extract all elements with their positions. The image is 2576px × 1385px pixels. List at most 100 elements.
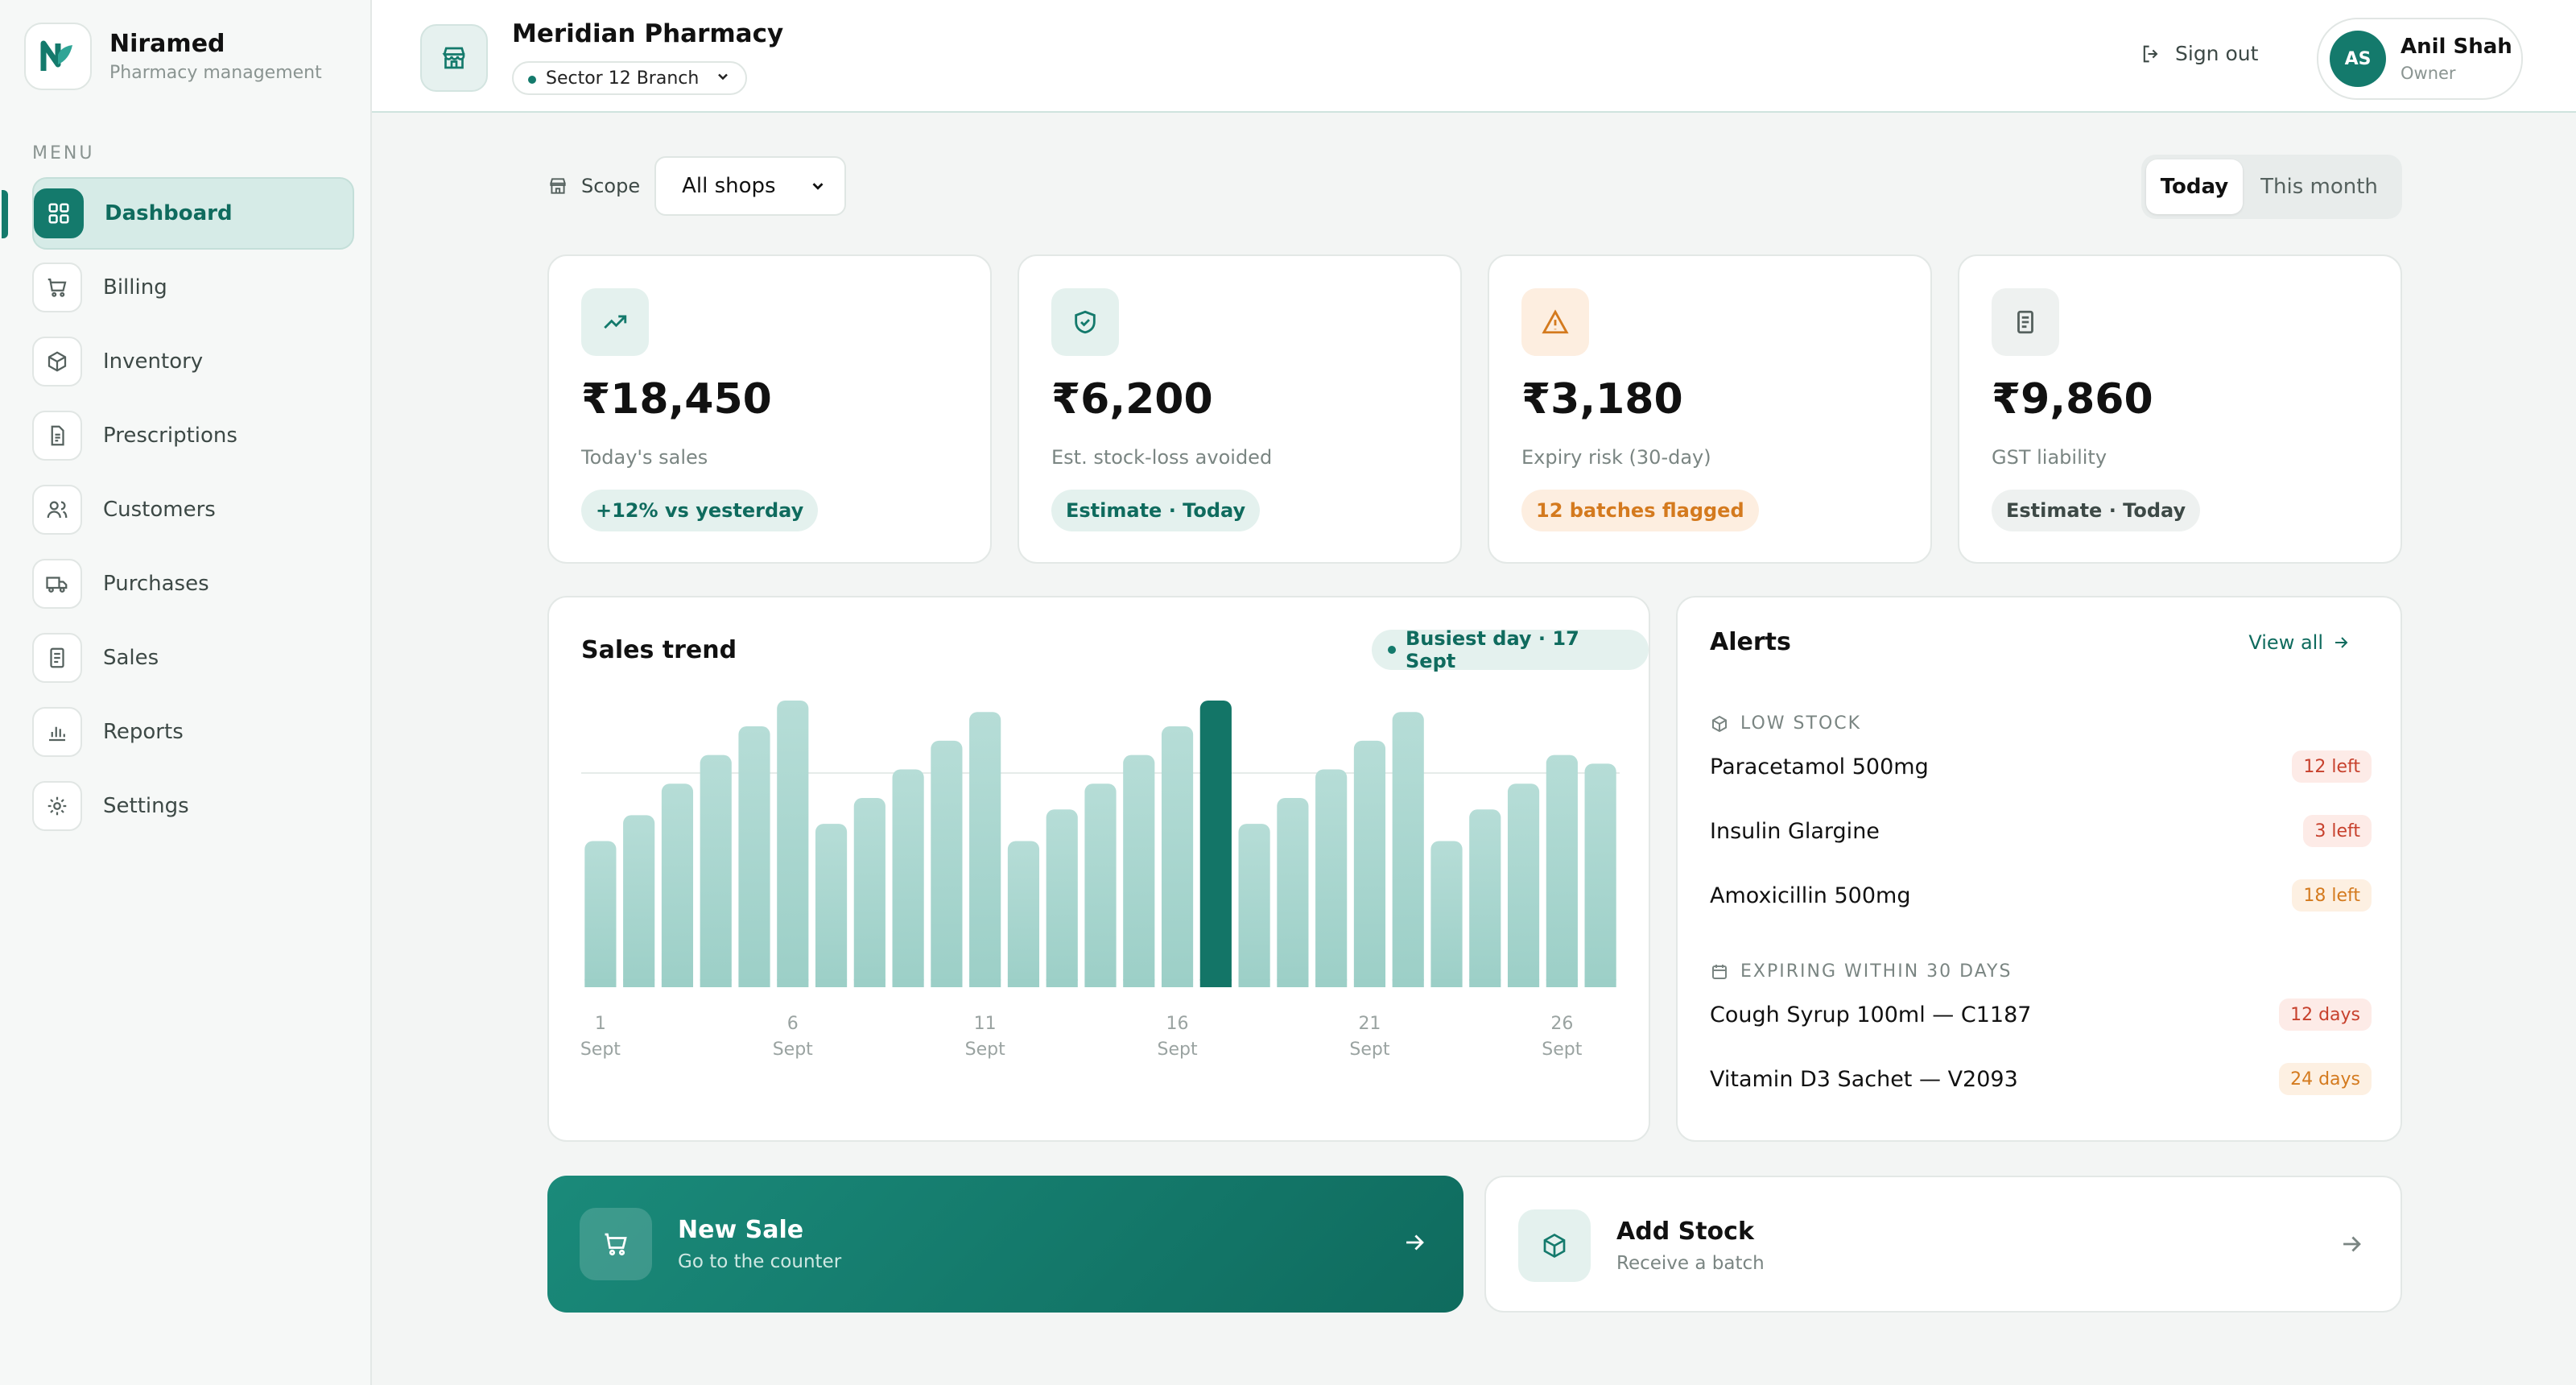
chart-bar[interactable]: [1392, 712, 1424, 987]
x-tick-month: Sept: [965, 1040, 1005, 1060]
sidebar-item-label: Dashboard: [105, 201, 233, 225]
chart-bar[interactable]: [1238, 824, 1270, 987]
chart-bar[interactable]: [700, 755, 732, 987]
sidebar-item-sales[interactable]: Sales: [32, 622, 354, 694]
chart-bar-base: [1161, 979, 1194, 987]
user-role: Owner: [2401, 64, 2456, 83]
period-toggle: Today This month: [2141, 155, 2402, 219]
chart-bar-highlight[interactable]: [1199, 701, 1232, 987]
low-stock-section-label: LOW STOCK: [1710, 713, 1861, 734]
chart-bar[interactable]: [853, 798, 886, 987]
kpi-card-gst: ₹9,860 GST liability Estimate · Today: [1958, 254, 2402, 564]
chart-bar-base: [777, 979, 809, 987]
new-sale-button[interactable]: New Sale Go to the counter: [547, 1176, 1463, 1313]
chart-bar-base: [1007, 979, 1040, 987]
chart-bar[interactable]: [1277, 798, 1309, 987]
sidebar-item-inventory[interactable]: Inventory: [32, 325, 354, 398]
period-month-button[interactable]: This month: [2260, 175, 2378, 199]
warning-icon: [1521, 288, 1589, 356]
sign-out-icon: [2143, 45, 2158, 62]
branch-selector[interactable]: Sector 12 Branch: [512, 61, 748, 95]
stock-badge: 18 left: [2292, 879, 2372, 912]
x-tick-label: 26: [1550, 1014, 1573, 1034]
sidebar-item-customers[interactable]: Customers: [32, 473, 354, 546]
menu-label: MENU: [32, 143, 95, 163]
chart-bar[interactable]: [1546, 755, 1578, 987]
store-icon: [420, 24, 488, 92]
brand[interactable]: Niramed Pharmacy management: [24, 23, 322, 90]
sign-out-button[interactable]: Sign out: [2140, 42, 2258, 65]
chart-bar[interactable]: [1584, 763, 1616, 987]
sales-trend-chart: 1 Sept 6 Sept 11 Sept 16 Sept 21 Sept 26 Sept: [580, 701, 1620, 1060]
kpi-label: GST liability: [1992, 446, 2107, 469]
sidebar-item-reports[interactable]: Reports: [32, 696, 354, 768]
list-item[interactable]: Insulin Glargine 3 left: [1710, 815, 2372, 847]
sales-trend-card: 1 Sept 6 Sept 11 Sept 16 Sept 21 Sept 26 Sept Sales…: [547, 596, 1650, 1142]
x-tick-label: 1: [595, 1014, 606, 1034]
document-icon: [32, 411, 82, 461]
status-dot: [528, 76, 536, 84]
receipt-icon: [1992, 288, 2059, 356]
alerts-card: Alerts View all LOW STOCK Paracetamol 50…: [1676, 596, 2402, 1142]
list-item[interactable]: Paracetamol 500mg 12 left: [1710, 750, 2372, 783]
scope-value: All shops: [682, 174, 776, 198]
chart-bar-base: [815, 979, 848, 987]
kpi-label: Today's sales: [581, 446, 708, 469]
chart-bar[interactable]: [1315, 769, 1348, 987]
chart-bar-base: [661, 979, 694, 987]
box-icon: [32, 337, 82, 387]
user-name: Anil Shah: [2401, 35, 2512, 59]
item-name: Vitamin D3 Sachet — V2093: [1710, 1066, 2018, 1092]
receipt-icon: [32, 633, 82, 683]
chart-bar[interactable]: [1507, 783, 1540, 987]
avatar: AS: [2330, 31, 2386, 87]
sidebar-item-dashboard[interactable]: Dashboard: [2, 177, 354, 250]
chart-bar[interactable]: [661, 783, 694, 987]
list-item[interactable]: Cough Syrup 100ml — C1187 12 days: [1710, 998, 2372, 1031]
sidebar-item-settings[interactable]: Settings: [32, 770, 354, 842]
x-tick-month: Sept: [1542, 1040, 1582, 1060]
list-item[interactable]: Amoxicillin 500mg 18 left: [1710, 879, 2372, 912]
chart-bar[interactable]: [1430, 841, 1463, 987]
chart-bar[interactable]: [1123, 755, 1155, 987]
chart-bar[interactable]: [1007, 841, 1040, 987]
chart-bar[interactable]: [1161, 726, 1194, 987]
chart-bar[interactable]: [815, 824, 848, 987]
chart-bar-base: [1546, 979, 1578, 987]
scope-select[interactable]: All shops: [654, 156, 847, 216]
chart-bar[interactable]: [931, 740, 963, 987]
add-stock-title: Add Stock: [1616, 1218, 1754, 1246]
user-menu[interactable]: AS Anil Shah Owner: [2317, 18, 2523, 100]
view-all-link[interactable]: View all: [2248, 631, 2351, 654]
chart-bar[interactable]: [1469, 809, 1501, 987]
item-name: Amoxicillin 500mg: [1710, 883, 1911, 908]
chart-bar-base: [931, 979, 963, 987]
chart-bar[interactable]: [892, 769, 924, 987]
calendar-icon: [1712, 964, 1727, 979]
add-stock-button[interactable]: Add Stock Receive a batch: [1484, 1176, 2402, 1313]
x-tick-month: Sept: [1158, 1040, 1198, 1060]
chart-bar[interactable]: [738, 726, 770, 987]
sidebar-item-label: Prescriptions: [103, 424, 237, 448]
arrow-right-icon: [1401, 1229, 1428, 1259]
chart-bar-base: [1392, 979, 1424, 987]
list-item[interactable]: Vitamin D3 Sachet — V2093 24 days: [1710, 1063, 2372, 1095]
chart-bar[interactable]: [969, 712, 1001, 987]
period-today-button[interactable]: Today: [2146, 159, 2243, 214]
sidebar-item-label: Customers: [103, 498, 216, 522]
chart-bar[interactable]: [1353, 740, 1386, 987]
chart-bar[interactable]: [584, 841, 617, 987]
arrow-right-icon: [2335, 637, 2348, 648]
kpi-value: ₹3,180: [1521, 375, 1683, 424]
chart-bar[interactable]: [623, 815, 655, 987]
sidebar-item-purchases[interactable]: Purchases: [32, 548, 354, 620]
kpi-badge: 12 batches flagged: [1521, 490, 1759, 531]
sidebar-item-billing[interactable]: Billing: [32, 251, 354, 324]
chart-bar-base: [738, 979, 770, 987]
add-stock-subtitle: Receive a batch: [1616, 1253, 1765, 1274]
chart-bar[interactable]: [777, 701, 809, 987]
chart-bar[interactable]: [1084, 783, 1117, 987]
cart-icon: [580, 1208, 652, 1280]
sidebar-item-prescriptions[interactable]: Prescriptions: [32, 399, 354, 472]
chart-bar[interactable]: [1046, 809, 1078, 987]
